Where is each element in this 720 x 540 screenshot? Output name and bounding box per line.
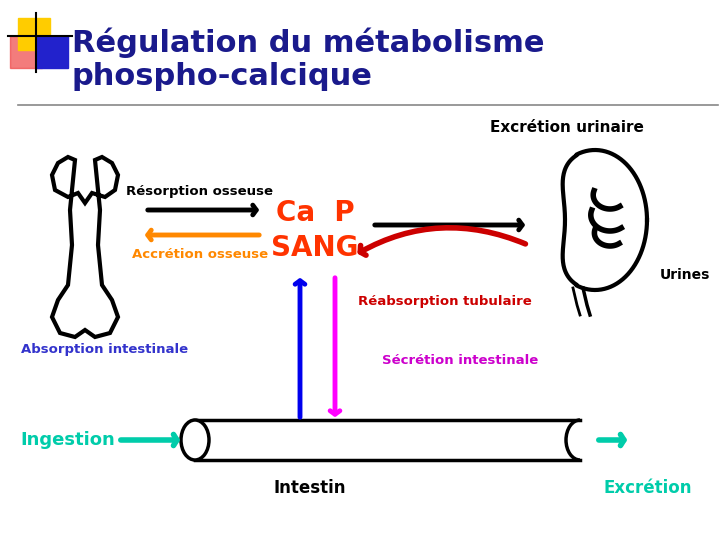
- Text: Sécrétion intestinale: Sécrétion intestinale: [382, 354, 538, 367]
- Text: Ca  P: Ca P: [276, 199, 354, 227]
- Text: Réabsorption tubulaire: Réabsorption tubulaire: [358, 295, 532, 308]
- Ellipse shape: [181, 420, 209, 460]
- Text: Intestin: Intestin: [274, 479, 346, 497]
- Text: Excrétion: Excrétion: [604, 479, 692, 497]
- Text: Ingestion: Ingestion: [20, 431, 114, 449]
- Text: Résorption osseuse: Résorption osseuse: [127, 185, 274, 198]
- Polygon shape: [52, 157, 118, 337]
- Text: Urines: Urines: [660, 268, 711, 282]
- Text: Absorption intestinale: Absorption intestinale: [21, 343, 188, 356]
- Text: SANG: SANG: [271, 234, 359, 262]
- Text: Accrétion osseuse: Accrétion osseuse: [132, 248, 268, 261]
- Text: Régulation du métabolisme: Régulation du métabolisme: [72, 28, 544, 58]
- Text: Excrétion urinaire: Excrétion urinaire: [490, 120, 644, 135]
- Bar: [10, 36, 42, 68]
- Text: phospho-calcique: phospho-calcique: [72, 62, 373, 91]
- Bar: [18, 18, 50, 50]
- Bar: [36, 36, 68, 68]
